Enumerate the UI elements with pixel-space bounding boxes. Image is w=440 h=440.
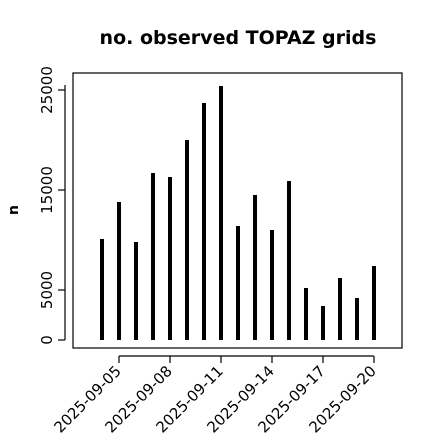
plot-frame	[72, 72, 403, 349]
chart-title: no. observed TOPAZ grids	[100, 27, 377, 49]
y-tick-label: 5000	[38, 271, 56, 309]
y-tick-label: 15000	[38, 166, 56, 214]
y-axis-label: n	[6, 205, 22, 215]
y-tick-label: 25000	[38, 66, 56, 114]
y-tick-label: 0	[38, 335, 56, 345]
